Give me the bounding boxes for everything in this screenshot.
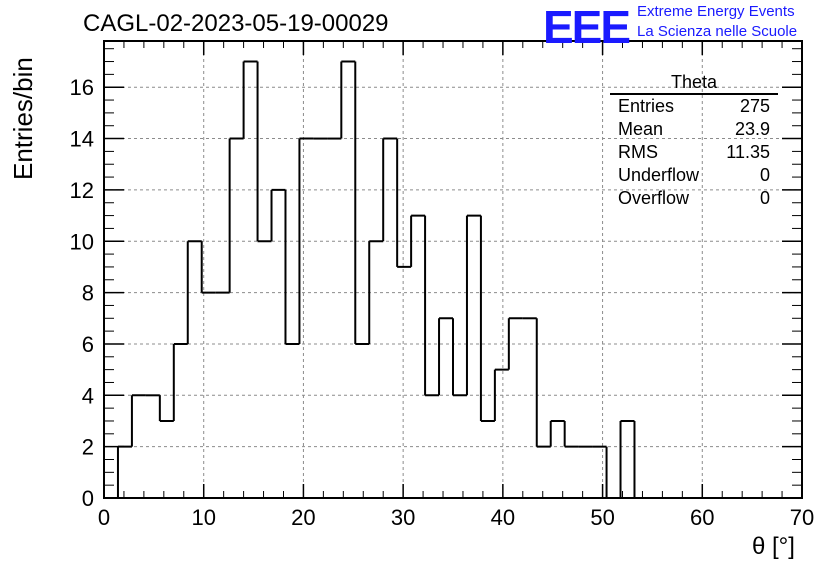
y-tick-label: 8: [82, 281, 94, 306]
eee-logo: EEE: [543, 1, 631, 53]
y-tick-label: 12: [70, 178, 94, 203]
y-axis-label: Entries/bin: [8, 57, 38, 180]
x-tick-label: 30: [391, 505, 415, 530]
stats-value: 0: [759, 165, 770, 185]
x-tick-label: 10: [191, 505, 215, 530]
histogram-bin: [619, 419, 635, 498]
stats-row-overflow: Overflow 0: [610, 187, 778, 210]
histogram-bin: [284, 189, 300, 345]
histogram-bin: [382, 137, 398, 242]
histogram-bin: [242, 60, 258, 139]
stats-label: Overflow: [618, 188, 690, 208]
histogram-bin: [228, 137, 244, 293]
stats-value: 23.9: [734, 119, 770, 139]
stats-value: 0: [759, 188, 770, 208]
histogram-bin: [424, 215, 440, 397]
histogram-bin: [396, 138, 412, 268]
stats-label: Underflow: [618, 165, 700, 185]
stats-box: Theta Entries 275 Mean 23.9 RMS 11.35 Un…: [610, 72, 778, 210]
histogram-bin: [410, 214, 426, 267]
histogram-bin: [256, 61, 272, 243]
y-tick-label: 6: [82, 332, 94, 357]
histogram-bin: [200, 241, 216, 294]
x-axis-label: θ [°]: [752, 533, 795, 560]
chart-title: CAGL-02-2023-05-19-00029: [83, 10, 389, 37]
org-name-line2: La Scienza nelle Scuole: [637, 23, 798, 40]
y-tick-label: 16: [70, 75, 94, 100]
y-tick-label: 0: [82, 486, 94, 511]
stats-title: Theta: [610, 72, 778, 95]
histogram-bin: [452, 318, 467, 397]
histogram-bin: [563, 420, 579, 448]
x-tick-label: 70: [790, 505, 814, 530]
histogram-bin: [172, 342, 188, 421]
histogram-bin: [270, 188, 286, 242]
histogram-bin: [479, 215, 495, 422]
stats-row-rms: RMS 11.35: [610, 141, 778, 164]
y-tick-label: 14: [70, 127, 94, 152]
x-tick-label: 60: [690, 505, 714, 530]
histogram-bin: [368, 240, 384, 344]
plot-frame: [103, 40, 803, 499]
tick-label-layer: 0 10 20 30 40 50 60 70 0 2 4 6 8 10 12 14 16: [70, 75, 815, 530]
histogram-bin: [130, 394, 146, 447]
x-tick-label: 50: [590, 505, 614, 530]
stats-row-mean: Mean 23.9: [610, 118, 778, 141]
org-name-line1: Extreme Energy Events: [637, 3, 795, 20]
histogram-bin: [438, 317, 453, 396]
stats-value: 11.35: [726, 142, 770, 162]
stats-value: 275: [739, 96, 770, 116]
histogram-bin: [354, 61, 370, 345]
histogram-bin: [298, 137, 314, 344]
y-tick-label: 2: [82, 435, 94, 460]
x-tick-label: 20: [291, 505, 315, 530]
x-tick-label: 0: [98, 505, 110, 530]
stats-row-entries: Entries 275: [610, 95, 778, 118]
histogram-layer: [116, 60, 636, 498]
histogram-bin: [535, 318, 551, 448]
histogram-bin: [340, 60, 356, 139]
histogram-bin: [186, 240, 202, 344]
histogram-bin: [158, 395, 174, 422]
stats-label: Mean: [618, 119, 664, 139]
histogram-bin: [116, 445, 132, 498]
histogram-bin: [493, 368, 509, 421]
x-tick-label: 40: [491, 505, 515, 530]
y-tick-label: 4: [82, 383, 94, 408]
stats-label: Entries: [618, 96, 675, 116]
tick-layer: [103, 41, 803, 499]
stats-label: RMS: [618, 142, 658, 162]
stats-row-underflow: Underflow 0: [610, 164, 778, 187]
histogram-bin: [507, 317, 523, 370]
histogram-bin: [465, 214, 481, 396]
y-tick-label: 10: [70, 229, 94, 254]
histogram-bin: [549, 419, 565, 447]
